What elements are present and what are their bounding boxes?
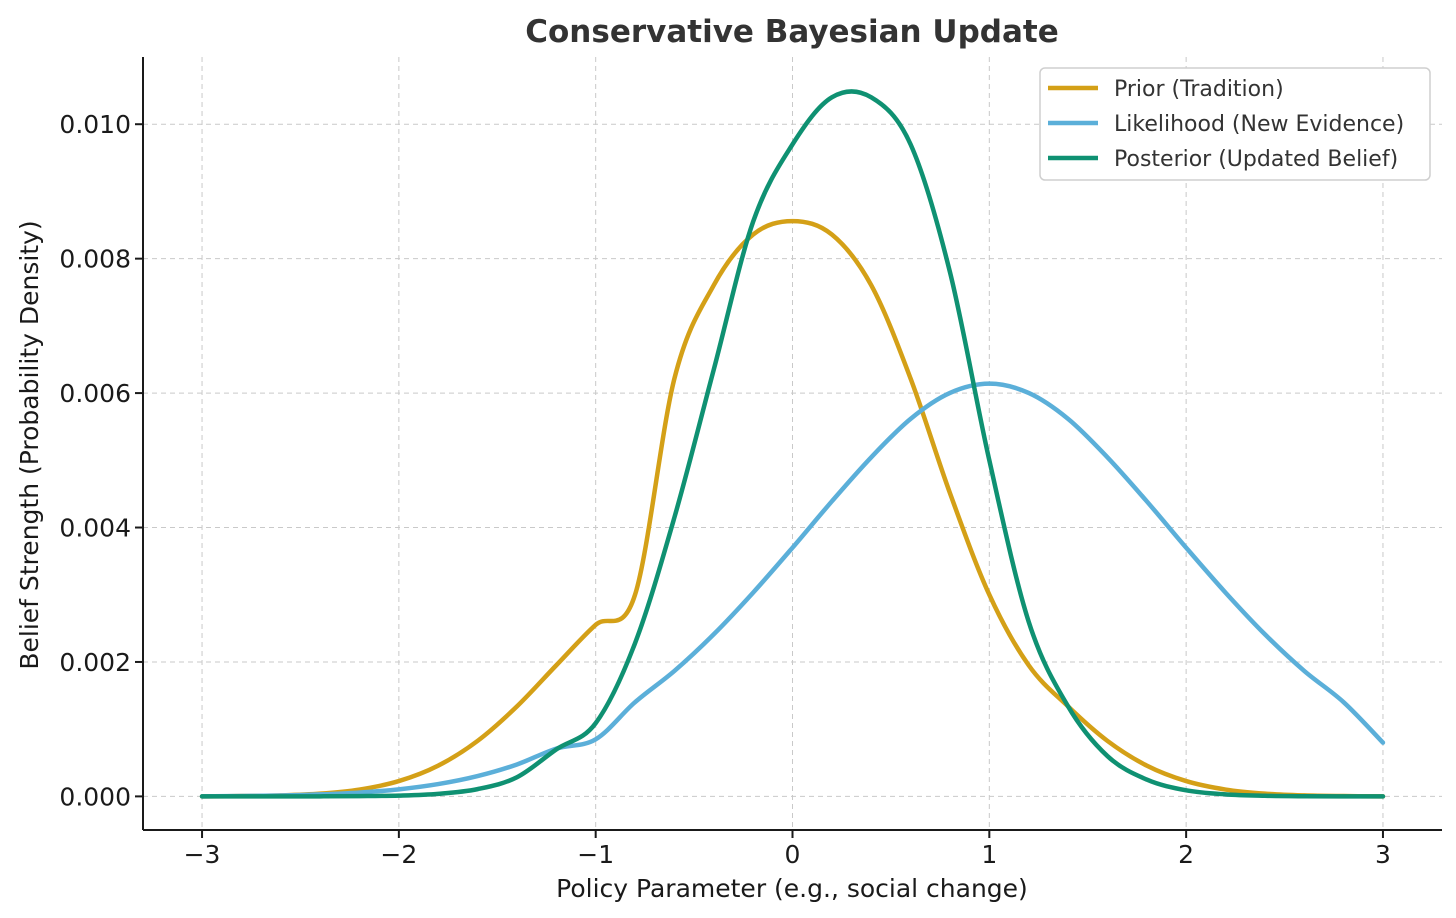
series-line-posterior [199, 89, 1386, 799]
legend-label-likelihood: Likelihood (New Evidence) [1114, 112, 1404, 137]
series-line-likelihood [199, 381, 1386, 799]
y-tick-label: 0.004 [59, 514, 131, 543]
legend-label-posterior: Posterior (Updated Belief) [1114, 147, 1398, 172]
chart-title: Conservative Bayesian Update [525, 14, 1058, 50]
legend-label-prior: Prior (Tradition) [1114, 77, 1284, 102]
y-tick-label: 0.008 [59, 245, 131, 274]
x-tick-label: 2 [1178, 840, 1194, 869]
series-line-prior [199, 218, 1386, 799]
series-group [199, 89, 1386, 799]
x-tick-label: −2 [380, 840, 417, 869]
y-axis-label: Belief Strength (Probability Density) [15, 220, 44, 669]
y-tick-label: 0.006 [59, 379, 131, 408]
x-axis-label: Policy Parameter (e.g., social change) [556, 874, 1028, 903]
y-tick-label: 0.010 [59, 110, 131, 139]
x-tick-label: −3 [184, 840, 221, 869]
x-tick-label: 3 [1375, 840, 1391, 869]
x-tick-label: 1 [981, 840, 997, 869]
y-tick-label: 0.002 [59, 648, 131, 677]
legend-box [1039, 67, 1431, 181]
y-tick-label: 0.000 [59, 782, 131, 811]
x-tick-label: 0 [785, 840, 801, 869]
x-tick-label: −1 [577, 840, 614, 869]
x-ticks: −3 −2 −1 0 1 2 3 [184, 830, 1391, 869]
y-ticks: 0.000 0.002 0.004 0.006 0.008 0.010 [59, 110, 143, 811]
legend: Prior (Tradition) Likelihood (New Evidenc… [1039, 67, 1431, 181]
